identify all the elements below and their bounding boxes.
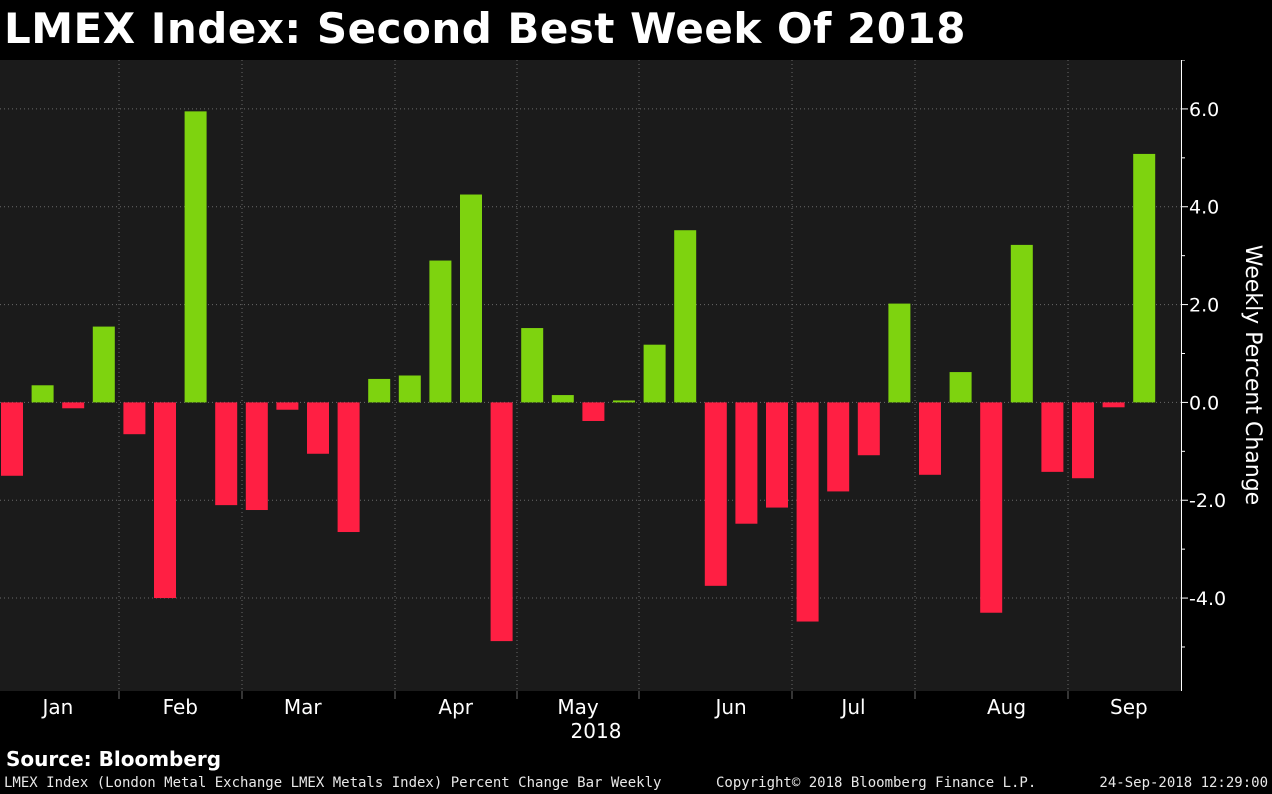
chart-title: LMEX Index: Second Best Week Of 2018 [4, 4, 966, 53]
bar [184, 111, 207, 403]
bar [827, 402, 850, 492]
bar [245, 402, 268, 511]
bar [307, 402, 329, 454]
bar [276, 402, 299, 410]
bar [980, 402, 1003, 613]
bar [460, 194, 482, 403]
x-tick-label: Apr [438, 695, 473, 719]
bar [582, 402, 605, 421]
footer-bar: LMEX Index (London Metal Exchange LMEX M… [0, 772, 1272, 794]
bar [337, 402, 360, 533]
x-tick-label: Jan [40, 695, 73, 719]
y-tick-label: 0.0 [1189, 392, 1219, 414]
x-tick-label: Aug [987, 695, 1026, 719]
bar [1133, 153, 1156, 403]
y-tick-label: -4.0 [1189, 588, 1226, 610]
y-tick-label: 2.0 [1189, 295, 1219, 317]
bar [949, 372, 972, 403]
bar [613, 400, 635, 403]
bar [643, 344, 666, 403]
bar [123, 402, 146, 435]
bar [154, 402, 176, 599]
y-tick-labels: -4.0 -2.0 0.0 2.0 4.0 6.0 [1189, 99, 1226, 610]
source-note: Source: Bloomberg [6, 747, 222, 771]
bar [521, 328, 544, 403]
bar-chart: -4.0-2.00.02.04.06.0 Jan Feb Mar Apr May Jun J… [0, 60, 1265, 743]
bar [766, 402, 788, 508]
axes [118, 60, 1188, 699]
x-tick-label: Jul [839, 695, 865, 719]
x-tick-label: May [557, 695, 599, 719]
x-tick-label: Mar [284, 695, 323, 719]
bar [429, 260, 452, 403]
bar [1072, 402, 1094, 479]
bar [31, 385, 54, 403]
plot-area [0, 60, 1181, 691]
bar [92, 326, 115, 403]
bars [1, 111, 1156, 642]
bar [1102, 402, 1125, 408]
y-tick-label: 6.0 [1189, 99, 1219, 121]
bar [368, 378, 391, 403]
bar [490, 402, 513, 642]
bar [215, 402, 238, 506]
bar [919, 402, 941, 475]
x-tick-labels: Jan Feb Mar Apr May Jun Jul Aug Sep [40, 695, 1147, 719]
bar [735, 402, 758, 524]
bar [888, 303, 911, 403]
x-tick-label: Sep [1110, 695, 1148, 719]
footer-timestamp: 24-Sep-2018 12:29:00 [1099, 775, 1268, 791]
bar [1010, 244, 1033, 403]
bar [551, 395, 574, 403]
bar [704, 402, 727, 586]
x-axis-label: 2018 [571, 719, 622, 743]
bar [62, 402, 85, 409]
bar [857, 402, 880, 456]
bar [674, 230, 697, 403]
footer-copyright: Copyright© 2018 Bloomberg Finance L.P. [716, 775, 1037, 791]
bar [1041, 402, 1064, 472]
x-tick-label: Feb [163, 695, 198, 719]
bar [1, 402, 23, 476]
y-tick-label: -2.0 [1189, 490, 1226, 512]
y-axis-label: Weekly Percent Change [1240, 245, 1265, 505]
footer-description: LMEX Index (London Metal Exchange LMEX M… [4, 775, 662, 791]
bar [796, 402, 819, 622]
x-tick-label: Jun [713, 695, 746, 719]
bar [398, 375, 421, 403]
y-tick-label: 4.0 [1189, 197, 1219, 219]
